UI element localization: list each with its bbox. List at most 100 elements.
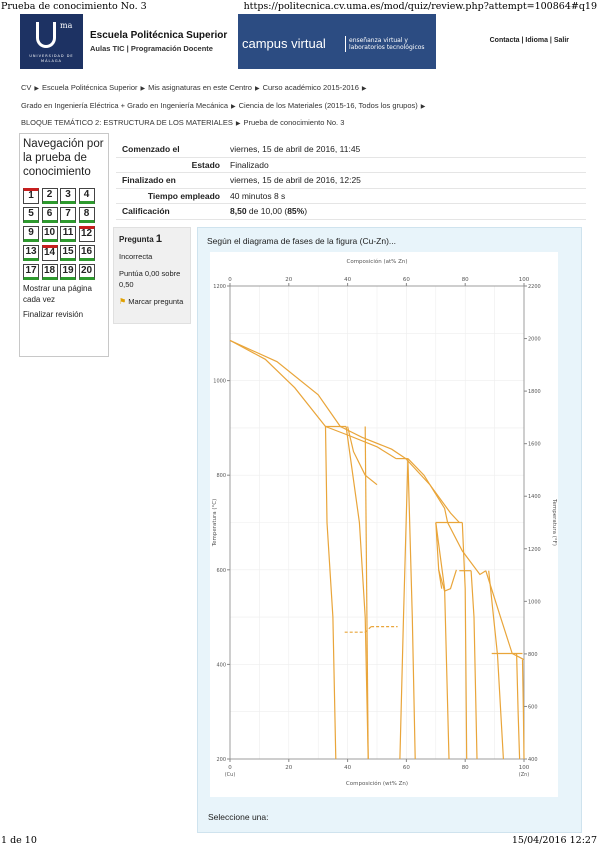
- phase-boundary-line: [516, 653, 521, 760]
- university-logo[interactable]: ma UNIVERSIDAD DE MÁLAGA: [20, 14, 83, 69]
- campus-virtual-title: campus virtual: [242, 36, 326, 51]
- phase-diagram-chart: 0 20 40 60 80 100 (Cu) (Zn) 0 20 40 60 80 100 200 400 60…: [212, 258, 557, 787]
- question-nav-button[interactable]: 4: [78, 188, 95, 204]
- phase-boundary-line: [488, 570, 504, 760]
- y-tick-label-left: 800: [216, 473, 226, 479]
- question-grade: Puntúa 0,00 sobre 0,50: [119, 269, 181, 289]
- question-nav-button[interactable]: 15: [60, 245, 76, 261]
- summary-row-time-taken: Tiempo empleado 40 minutos 8 s: [116, 189, 586, 204]
- y-tick-label-right: 1200: [528, 547, 541, 553]
- question-nav-button[interactable]: 14: [41, 245, 58, 261]
- question-nav-button[interactable]: 19: [60, 264, 76, 280]
- summary-label: Estado: [191, 159, 220, 170]
- banner-divider: [345, 36, 346, 52]
- print-page-number: 1 de 10: [1, 835, 37, 846]
- plot-frame: [229, 285, 525, 760]
- breadcrumb-separator-icon: ▶: [254, 86, 260, 92]
- phase-boundary-line: [521, 659, 525, 760]
- site-header: ma UNIVERSIDAD DE MÁLAGA Escuela Politéc…: [0, 14, 599, 70]
- phase-boundary-line: [229, 339, 341, 427]
- question-nav-button[interactable]: 16: [78, 245, 95, 261]
- question-nav-button[interactable]: 13: [23, 245, 39, 261]
- question-nav-button[interactable]: 3: [60, 188, 76, 204]
- campus-virtual-banner[interactable]: campus virtual enseñanza virtual y labor…: [238, 14, 436, 69]
- top-tick-label: 80: [462, 277, 469, 283]
- summary-label: Finalizado en: [122, 175, 176, 185]
- phase-boundary-line: [229, 339, 326, 427]
- y-tick-label-right: 2200: [528, 284, 541, 290]
- logo-u-mark: [36, 22, 56, 48]
- summary-row-finished: Finalizado en viernes, 15 de abril de 20…: [116, 173, 586, 189]
- summary-value: Finalizado: [230, 159, 269, 170]
- breadcrumb-item[interactable]: BLOQUE TEMÁTICO 2: ESTRUCTURA DE LOS MAT…: [21, 118, 233, 127]
- top-tick-label: 0: [228, 277, 232, 283]
- question-text: Según el diagrama de fases de la figura …: [207, 236, 396, 246]
- x-tick-label: 0: [228, 765, 232, 771]
- y-tick-label-left: 1200: [213, 284, 226, 290]
- question-nav-button[interactable]: 17: [23, 264, 39, 280]
- breadcrumb-item-current: Prueba de conocimiento No. 3: [243, 118, 345, 127]
- show-one-page-link[interactable]: Mostrar una página cada vez: [23, 284, 92, 304]
- question-nav-button[interactable]: 7: [60, 207, 76, 223]
- school-subtitle[interactable]: Aulas TIC | Programación Docente: [90, 44, 213, 53]
- question-nav-button[interactable]: 1: [23, 188, 39, 204]
- breadcrumb-separator-icon: ▶: [361, 86, 367, 92]
- logo-sup: ma: [60, 21, 73, 30]
- print-datetime: 15/04/2016 12:27: [511, 835, 597, 846]
- breadcrumb: CV ▶ Escuela Politécnica Superior ▶ Mis asig…: [21, 80, 581, 133]
- y-tick-label-right: 400: [528, 757, 538, 763]
- grade-value: 8,50: [230, 206, 247, 216]
- phase-boundary-line: [345, 426, 369, 760]
- question-nav-button[interactable]: 12: [78, 226, 95, 242]
- question-nav-button[interactable]: 10: [41, 226, 58, 242]
- school-name[interactable]: Escuela Politécnica Superior: [90, 30, 228, 41]
- summary-row-started: Comenzado el viernes, 15 de abril de 201…: [116, 142, 586, 158]
- y-tick-label-right: 1400: [528, 494, 541, 500]
- breadcrumb-item[interactable]: Escuela Politécnica Superior: [42, 83, 138, 92]
- question-info-panel: Pregunta 1 Incorrecta Puntúa 0,00 sobre …: [113, 227, 191, 324]
- question-nav-button[interactable]: 9: [23, 226, 39, 242]
- breadcrumb-item[interactable]: Mis asignaturas en este Centro: [148, 83, 252, 92]
- print-footer: 1 de 10 15/04/2016 12:27: [0, 834, 599, 848]
- question-nav-button[interactable]: 11: [60, 226, 76, 242]
- header-links[interactable]: Contacta | Idioma | Salir: [489, 37, 569, 44]
- breadcrumb-item[interactable]: Curso académico 2015-2016: [262, 83, 359, 92]
- breadcrumb-item[interactable]: Ciencia de los Materiales (2015-16, Todo…: [238, 100, 418, 110]
- breadcrumb-item[interactable]: Grado en Ingeniería Eléctrica + Grado en…: [21, 100, 228, 110]
- question-nav-button[interactable]: 20: [78, 264, 95, 280]
- question-nav-button[interactable]: 18: [41, 264, 58, 280]
- question-nav-button[interactable]: 6: [41, 207, 58, 223]
- x-end-label-right: (Zn): [519, 772, 530, 778]
- question-button-grid: 1 2 3 4 5 6 7 8 9 10 11 12 13 14 15 16 17 18 19 20: [23, 188, 105, 280]
- phase-boundary-line: [407, 458, 416, 760]
- y-tick-label-right: 2000: [528, 337, 541, 343]
- phase-boundary-line: [340, 425, 407, 460]
- y-tick-label-left: 600: [216, 568, 226, 574]
- y-tick-label-right: 1000: [528, 599, 541, 605]
- y-tick-label-right: 1800: [528, 389, 541, 395]
- phase-boundary-line: [405, 458, 460, 523]
- question-content: Según el diagrama de fases de la figura …: [197, 227, 582, 833]
- quiz-navigation-title: Navegación por la prueba de conocimiento: [23, 138, 104, 178]
- flag-question-link[interactable]: ⚑ Marcar pregunta: [119, 297, 185, 307]
- question-nav-button[interactable]: 8: [78, 207, 95, 223]
- logo-university-text: UNIVERSIDAD DE MÁLAGA: [29, 54, 74, 63]
- breadcrumb-separator-icon: ▶: [235, 121, 241, 127]
- phase-boundary-line: [325, 425, 397, 460]
- grade-percent: 85%: [287, 206, 305, 216]
- question-nav-button[interactable]: 5: [23, 207, 39, 223]
- phase-boundary-line: [438, 569, 457, 592]
- phase-boundary-line: [511, 652, 525, 661]
- x-tick-label: 100: [519, 765, 530, 771]
- quiz-navigation-block: Navegación por la prueba de conocimiento…: [19, 133, 109, 357]
- print-url: https://politecnica.cv.uma.es/mod/quiz/r…: [243, 1, 597, 12]
- phase-boundary-line: [347, 426, 378, 486]
- y-tick-label-left: 1000: [213, 379, 226, 385]
- top-tick-label: 40: [344, 277, 351, 283]
- question-nav-button[interactable]: 2: [41, 188, 58, 204]
- top-tick-label: 100: [519, 277, 530, 283]
- y-axis-label-left: Temperatura (°C): [212, 499, 218, 548]
- breadcrumb-item[interactable]: CV: [21, 83, 32, 92]
- finish-review-link[interactable]: Finalizar revisión: [23, 310, 84, 319]
- top-tick-label: 20: [285, 277, 292, 283]
